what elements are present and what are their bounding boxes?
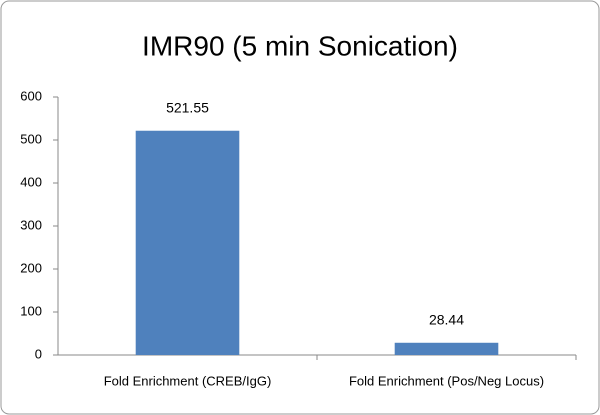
chart-title: IMR90 (5 min Sonication)	[142, 30, 458, 61]
x-tick-label: Fold Enrichment (CREB/IgG)	[104, 373, 272, 388]
x-tick-label: Fold Enrichment (Pos/Neg Locus)	[349, 373, 544, 388]
y-tick-label: 200	[20, 260, 42, 275]
y-tick-label: 400	[20, 174, 42, 189]
data-label: 521.55	[166, 99, 209, 115]
y-tick-label: 300	[20, 217, 42, 232]
y-tick-label: 600	[20, 88, 42, 103]
bar	[135, 130, 240, 355]
bar	[394, 342, 499, 355]
data-label: 28.44	[429, 311, 464, 327]
y-tick-label: 0	[35, 346, 42, 361]
y-tick-label: 100	[20, 303, 42, 318]
y-tick-label: 500	[20, 131, 42, 146]
